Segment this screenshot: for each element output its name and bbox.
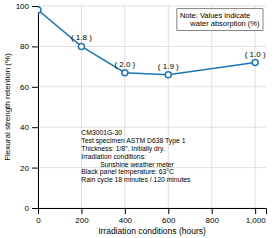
y-tick-label: 20 [20,164,29,173]
grid-line-y [38,46,266,47]
x-axis: 0 200 400 600 800 1,000 [36,208,266,225]
y-tick-label: 0 [25,204,30,213]
annotation-text-line: Thickness: 1/8". Initially dry. [81,145,165,153]
x-tick-label: 0 [36,216,41,225]
grid-line-y [38,6,266,7]
chart-svg: 0 200 400 600 800 1,000 0 20 40 60 80 100 ( 1.8 ) ( 2… [0,0,280,238]
x-tick: 800 [206,208,220,225]
x-axis-line [39,209,267,215]
annotations: Note: Values indicate water absorption (… [81,9,263,185]
x-tick-label: 200 [75,216,89,225]
y-tick-mark [32,208,38,209]
annotation-text: CM3001G-30Test specimen ASTM D638 Type 1… [81,129,191,184]
grid [38,6,266,208]
y-axis-line [32,7,39,209]
point-labels: ( 1.8 ) ( 2.0 ) ( 1.9 ) ( 1.0 ) [71,33,266,70]
x-tick-label: 800 [206,216,220,225]
y-tick: 80 [20,42,38,51]
annotation-text-line: Test specimen ASTM D638 Type 1 [81,137,185,145]
x-axis-title: Irradiation conditions (hours) [98,226,206,236]
point-label: ( 1.9 ) [158,62,179,71]
y-tick-mark [32,168,38,169]
y-tick-label: 40 [20,123,29,132]
x-tick: 600 [162,208,176,225]
y-tick: 60 [20,83,38,92]
x-tick: 200 [75,208,89,225]
data-point [165,72,171,78]
y-tick: 20 [20,164,38,173]
x-tick: 400 [119,208,133,225]
y-axis: 0 20 40 60 80 100 [16,2,39,213]
x-tick: 0 [36,208,41,225]
x-tick-label: 1,000 [246,216,267,225]
note: Note: Values indicate water absorption (… [177,9,263,31]
y-tick-mark [32,87,38,88]
data-point [122,70,128,76]
annotation-text-line: Black panel temperature: 63°C [81,168,174,176]
y-tick-label: 100 [16,2,30,11]
grid-line-x [211,6,212,208]
note-text: Note: Values indicate water absorption (… [180,11,260,29]
data-point [78,43,84,49]
x-tick-mark [81,208,82,214]
x-tick-label: 600 [162,216,176,225]
point-label: ( 1.8 ) [71,33,92,42]
annotation-text-line: CM3001G-30 [81,129,122,136]
x-tick-mark [212,208,213,214]
data-point [38,7,41,13]
annotation-text-line: Rain cycle 18 minutes / 120 minutes [81,176,191,184]
data-point [252,60,258,66]
point-label: ( 2.0 ) [114,60,135,69]
plot-root: 0 200 400 600 800 1,000 0 20 40 60 80 100 ( 1.8 ) ( 2… [16,2,267,225]
grid-line-x [255,6,256,208]
x-tick-label: 400 [119,216,133,225]
y-tick-mark [32,6,38,7]
grid-line-y [38,86,266,87]
y-tick-mark [32,127,38,128]
x-tick-mark [168,208,169,214]
annotation-text-line: Sunshine weather meter [81,161,174,168]
note-text-line: water absorption (%) [180,19,260,28]
point-label: ( 1.0 ) [245,50,266,59]
y-tick: 100 [16,2,38,11]
annotation-text-line: Irradiation conditions: [81,153,146,160]
x-tick-mark [125,208,126,214]
note-box [177,9,263,31]
y-tick: 40 [20,123,38,132]
y-tick-label: 60 [20,83,29,92]
grid-line-y [38,127,266,128]
marks [38,7,258,78]
y-tick: 0 [25,204,38,213]
y-axis-title: Flexural strength retention (%) [3,53,12,161]
chart-container: 0 200 400 600 800 1,000 0 20 40 60 80 100 ( 1.8 ) ( 2… [0,0,280,238]
y-tick-mark [32,46,38,47]
x-tick-mark [255,208,256,214]
y-tick-label: 80 [20,42,29,51]
x-tick: 1,000 [246,208,267,225]
